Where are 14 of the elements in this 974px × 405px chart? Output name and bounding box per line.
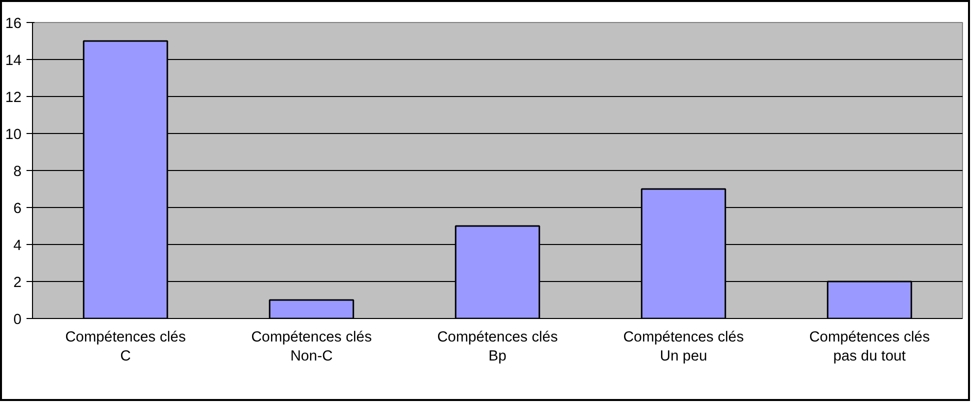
y-tick-label: 2 <box>13 275 22 291</box>
y-tick-label: 16 <box>5 16 22 32</box>
x-tick-label: Compétences clés Non-C <box>251 330 372 365</box>
y-tick-label: 10 <box>5 127 22 143</box>
x-tick-label: Compétences clés Un peu <box>623 330 744 365</box>
y-tick-label: 14 <box>5 53 22 69</box>
y-tick-label: 8 <box>13 164 22 180</box>
y-tick-label: 0 <box>13 312 22 328</box>
x-tick-label: Compétences clés pas du tout <box>809 330 930 365</box>
x-tick-label: Compétences clés Bp <box>437 330 558 365</box>
y-tick-label: 6 <box>13 201 22 217</box>
y-tick-label: 12 <box>5 90 22 106</box>
x-tick-label: Compétences clés C <box>65 330 186 365</box>
y-tick-label: 4 <box>13 238 22 254</box>
